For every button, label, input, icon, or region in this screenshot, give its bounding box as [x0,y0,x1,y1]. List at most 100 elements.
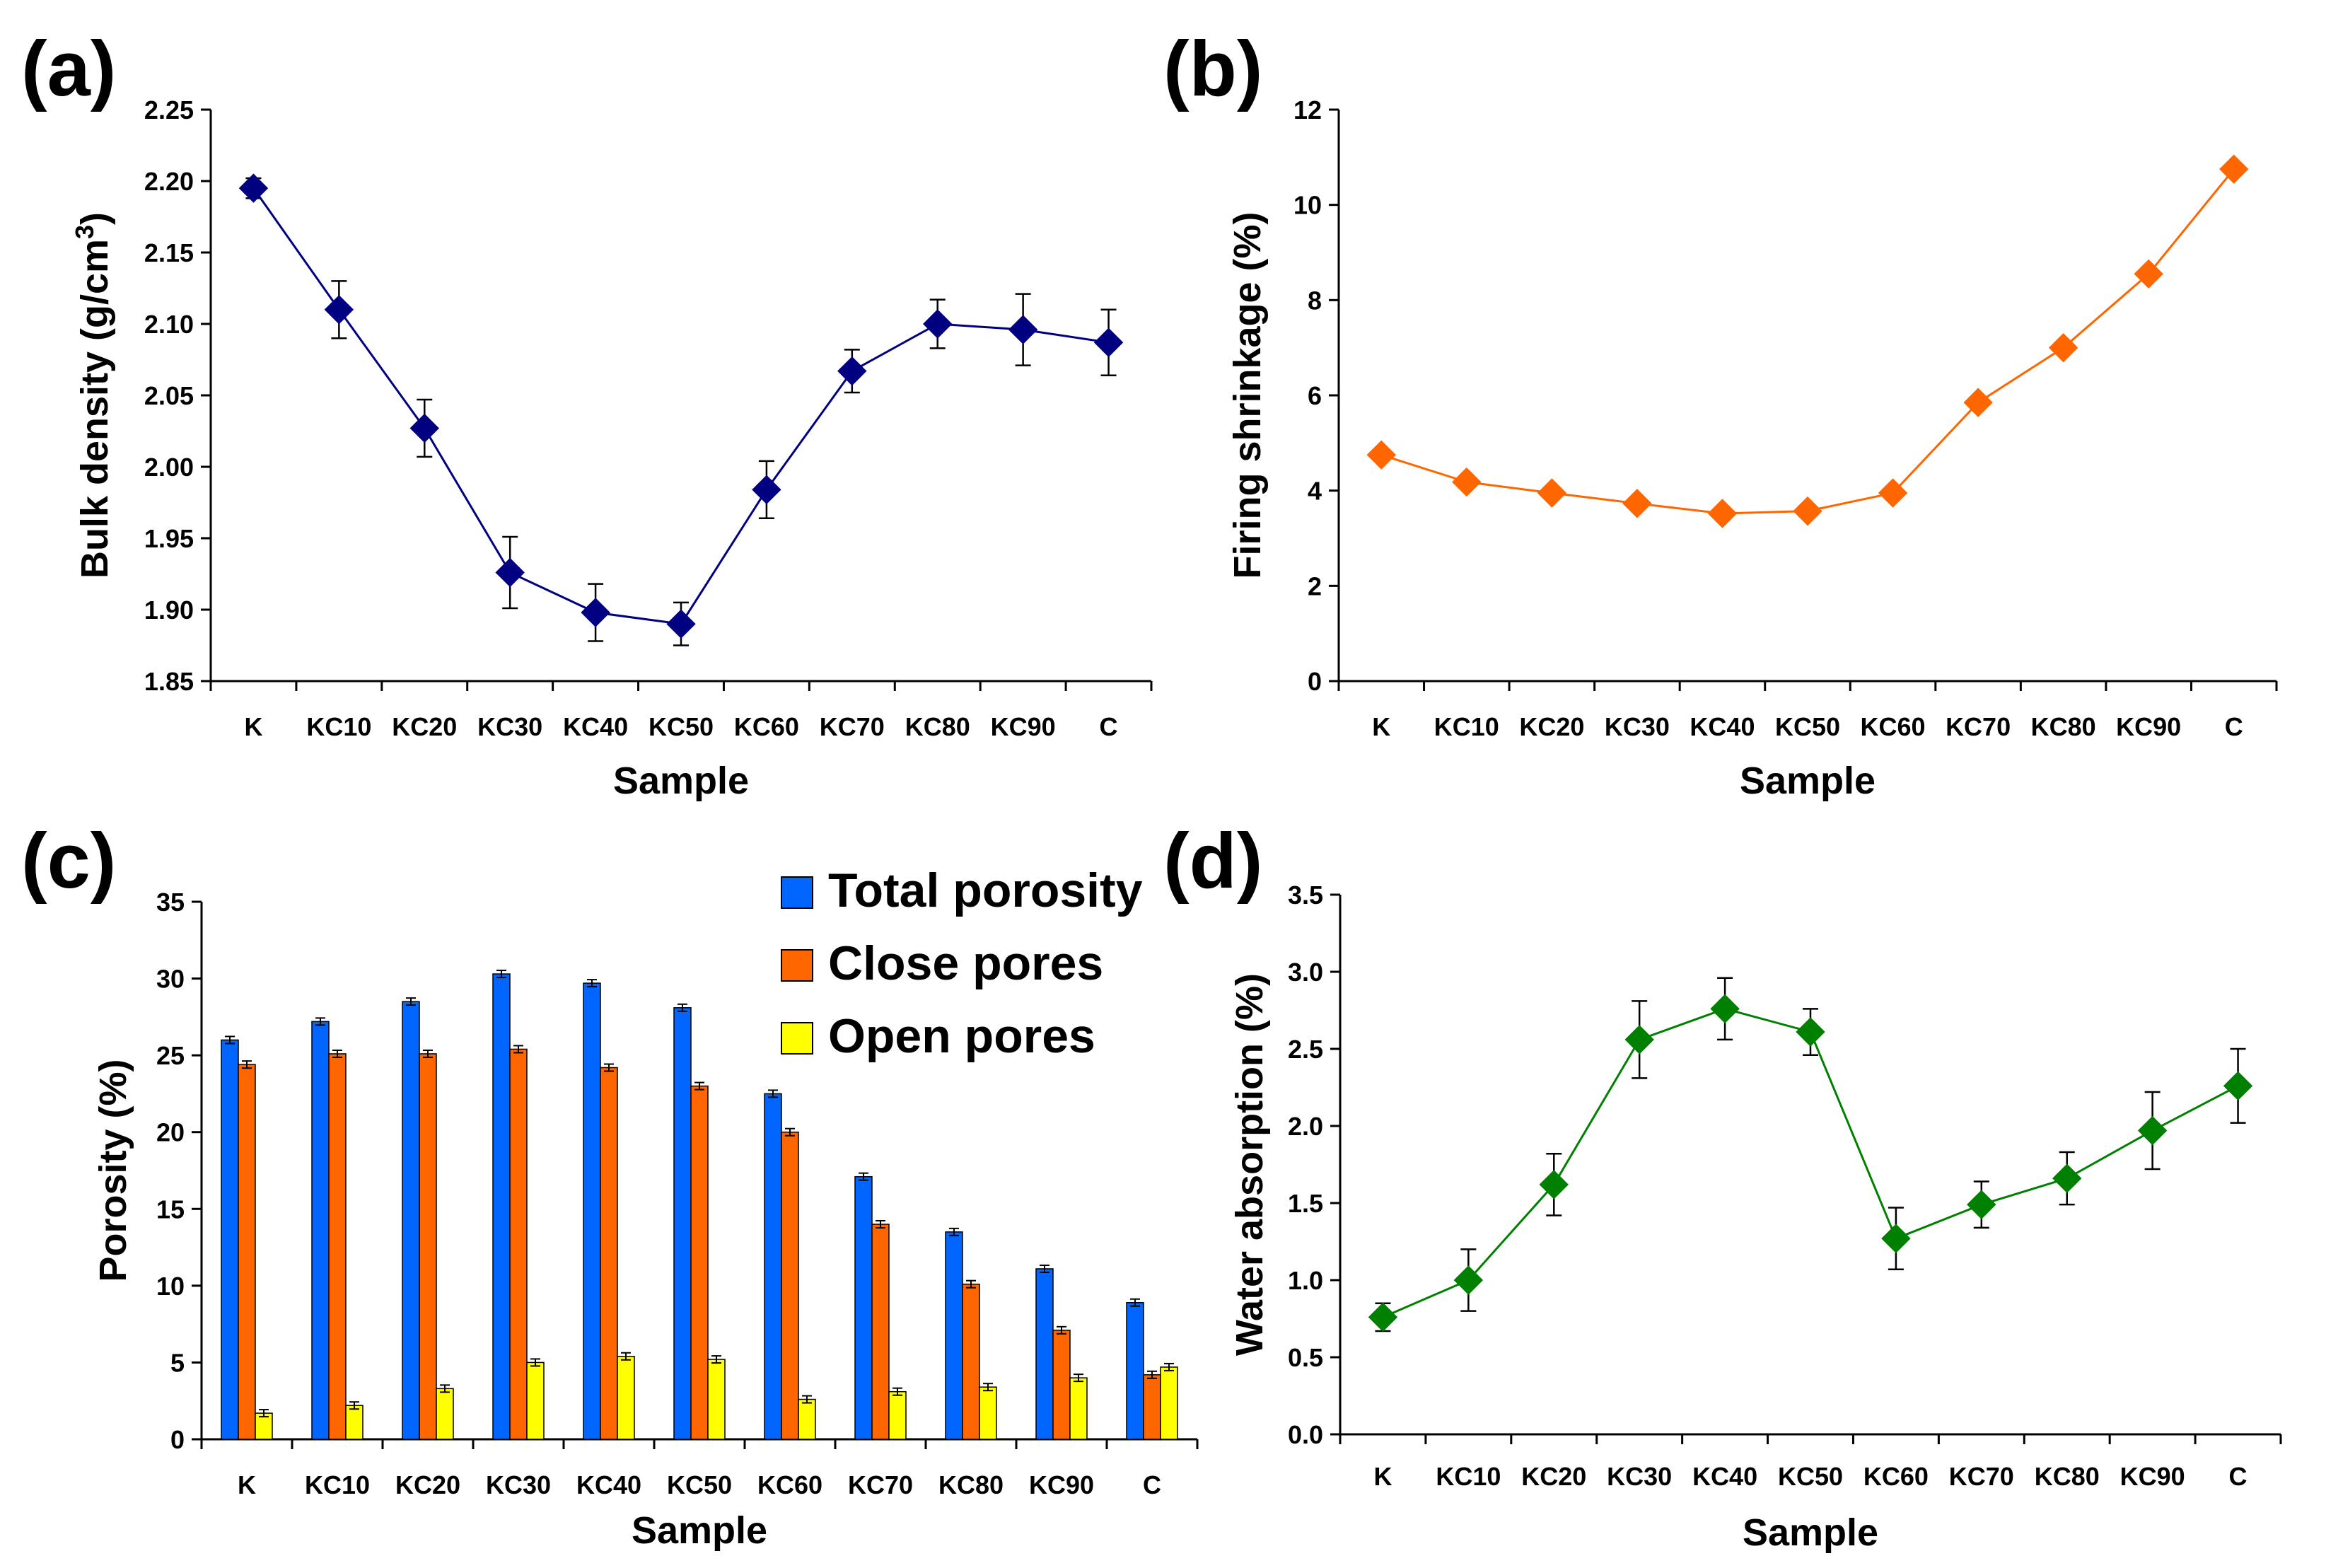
data-point [666,609,696,639]
data-point [2137,1115,2168,1146]
data-point [2223,1071,2253,1101]
legend-swatch [781,1022,813,1055]
legend-label: Open pores [828,1009,1095,1063]
x-tick-label: KC30 [1605,712,1670,741]
y-tick-label: 0 [1308,667,1322,696]
x-tick-label: K [1373,1462,1392,1491]
bar [526,1361,545,1440]
y-tick-label: 4 [1308,477,1322,506]
data-point [238,173,269,203]
x-tick-label: C [2225,712,2243,741]
x-tick-label: KC30 [486,1470,551,1499]
y-tick-label: 0.0 [1288,1420,1323,1449]
y-axis-title-text: Water absorption (%) [1228,973,1271,1356]
x-tick-label: KC30 [477,712,542,741]
data-point [495,557,525,588]
x-tick-label: KC10 [306,712,371,741]
data-point [1453,1265,1484,1295]
panel-b: (b) 0 2 4 6 8 10 12 K KC10 KC20 KC30 KC40 KC50 KC60 KC7… [1163,25,2278,802]
bar [764,1093,782,1440]
y-axis-title-text: Bulk density (g/cm [74,239,116,579]
y-axis-title: Bulk density (g/cm3) [70,212,116,579]
data-point [1881,1224,1911,1253]
x-tick-label: KC20 [395,1470,460,1499]
x-tick-label: KC20 [1519,712,1584,741]
bar [1035,1268,1054,1440]
x-tick-label: K [238,1470,256,1499]
y-tick-label: 2.0 [1288,1112,1323,1141]
bar [238,1064,256,1440]
y-tick-label: 6 [1308,381,1322,410]
x-tick-label: C [1100,712,1118,741]
x-tick-label: KC60 [757,1470,822,1499]
data-point [1452,467,1482,497]
bar [871,1224,890,1440]
y-tick-label: 35 [156,888,185,917]
bar [402,1001,420,1440]
y-tick-label: 15 [156,1195,185,1224]
x-tick-label: KC70 [820,712,885,741]
y-tick-label: 2.10 [144,310,194,339]
bar [781,1131,799,1440]
x-tick-label: K [244,712,262,741]
data-point [2219,154,2249,184]
data-point [1093,327,1124,357]
panel-label: (a) [21,25,116,112]
x-tick-label: KC90 [2120,1462,2185,1491]
x-tick-label: KC10 [1434,712,1499,741]
y-tick-label: 2.5 [1288,1035,1323,1064]
y-tick-label: 25 [156,1041,185,1070]
x-axis-title: Sample [1743,1511,1878,1554]
x-tick-label: KC70 [1949,1462,2014,1491]
y-tick-label: 3.0 [1288,958,1323,987]
bar [798,1398,816,1440]
panel-label: (c) [21,818,116,905]
x-tick-label: KC40 [576,1470,641,1499]
data-point [2048,332,2078,363]
y-tick-label: 12 [1293,95,1322,124]
y-tick-label: 10 [1293,191,1322,220]
x-tick-label: KC30 [1607,1462,1672,1491]
data-point [1624,1025,1654,1055]
y-tick-label: 1.95 [144,524,194,553]
bar [962,1283,980,1440]
bar [1143,1374,1161,1440]
panel-label: (d) [1163,818,1262,905]
y-axis-title-text: Firing shrinkage (%) [1226,211,1269,579]
data-point [1963,388,1993,417]
y-tick-label: 10 [156,1272,185,1301]
bar [1160,1366,1178,1440]
y-axis-title: Porosity (%) [92,1059,134,1282]
x-tick-label: KC60 [1863,1462,1929,1491]
data-point [1537,478,1567,508]
bar [1126,1301,1144,1440]
bar [492,973,511,1440]
legend-label: Close pores [828,936,1103,990]
bar [673,1007,692,1440]
data-point [1366,440,1396,470]
y-tick-label: 1.0 [1288,1266,1323,1295]
data-point [2134,259,2163,289]
bar [436,1388,454,1440]
y-tick-label: 3.5 [1288,881,1323,910]
data-point [752,475,781,505]
x-tick-label: KC90 [991,712,1056,741]
y-tick-label: 20 [156,1118,185,1147]
bar [617,1355,635,1440]
bar [221,1039,239,1440]
x-tick-label: C [1143,1470,1161,1499]
x-tick-label: KC20 [392,712,457,741]
panel-label: (b) [1163,25,1262,112]
x-tick-label: KC70 [848,1470,913,1499]
bar [979,1386,997,1440]
x-tick-label: KC60 [1861,712,1926,741]
y-axis-title-superscript: 3 [70,225,99,239]
bar [888,1390,907,1440]
x-tick-label: KC80 [905,712,970,741]
data-point [1707,499,1738,528]
legend-swatch [781,876,813,909]
x-axis-title: Sample [1740,760,1876,802]
y-tick-label: 1.5 [1288,1189,1323,1218]
bar [690,1085,709,1440]
